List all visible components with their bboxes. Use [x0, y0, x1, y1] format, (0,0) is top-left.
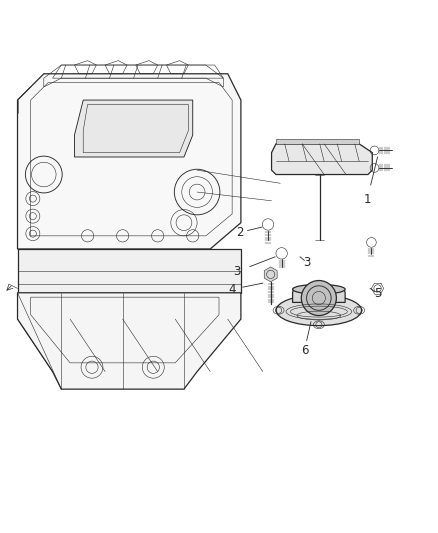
Polygon shape — [272, 144, 372, 174]
Polygon shape — [293, 289, 345, 302]
Circle shape — [301, 280, 336, 316]
Text: 1: 1 — [363, 193, 371, 206]
Text: 3: 3 — [303, 256, 310, 269]
Ellipse shape — [293, 285, 345, 294]
Text: 6: 6 — [300, 344, 308, 357]
Text: 4: 4 — [228, 283, 236, 296]
Polygon shape — [276, 140, 359, 144]
Polygon shape — [18, 249, 241, 293]
Text: 2: 2 — [236, 226, 244, 239]
Polygon shape — [18, 74, 241, 249]
Polygon shape — [264, 267, 277, 282]
Text: 5: 5 — [374, 287, 381, 300]
Ellipse shape — [276, 295, 361, 326]
Polygon shape — [18, 293, 241, 389]
Text: 3: 3 — [233, 265, 240, 278]
Polygon shape — [74, 100, 193, 157]
